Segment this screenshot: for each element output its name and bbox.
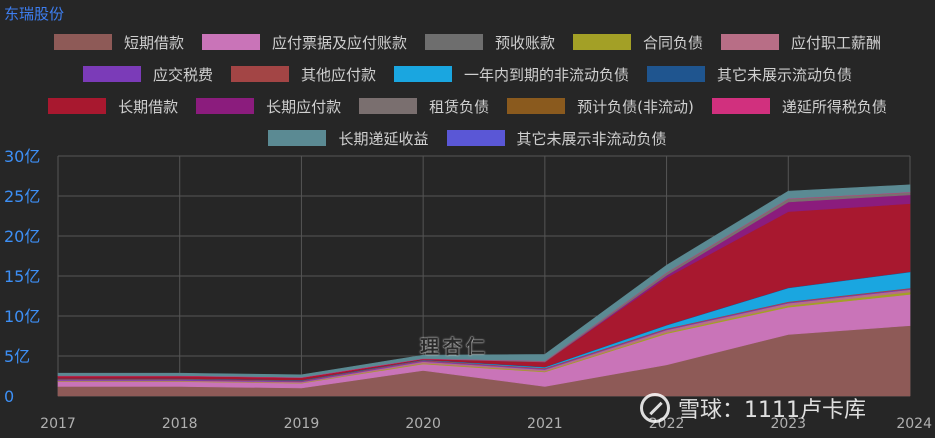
x-tick-label: 2018 (162, 416, 198, 432)
legend-swatch (268, 130, 327, 146)
legend-item[interactable]: 租赁负债 (359, 96, 489, 117)
legend-label: 其它未展示流动负债 (717, 65, 853, 84)
legend-label: 应付职工薪酬 (791, 33, 882, 52)
area-series (57, 184, 911, 378)
legend-swatch (196, 98, 255, 114)
legend-item[interactable]: 递延所得税负债 (711, 96, 887, 117)
legend-item[interactable]: 其它未展示流动负债 (647, 64, 852, 85)
legend-item[interactable]: 应交税费 (82, 64, 213, 85)
watermark-site: 雪球：1111卢卡库 (640, 392, 866, 424)
legend-row: 长期递延收益 其它未展示非流动负债 (0, 122, 935, 154)
y-tick-label: 15亿 (4, 267, 40, 286)
legend-label: 租赁负债 (429, 97, 490, 116)
y-tick-label: 5亿 (4, 347, 30, 366)
legend-label: 应交税费 (152, 65, 213, 84)
legend-row: 应交税费 其他应付款 一年内到期的非流动负债 其它未展示流动负债 (0, 58, 935, 90)
legend-swatch (711, 98, 770, 114)
legend-swatch (48, 98, 107, 114)
legend-item[interactable]: 长期递延收益 (268, 128, 429, 149)
legend-item[interactable]: 长期应付款 (196, 96, 341, 117)
legend-row: 长期借款 长期应付款 租赁负债 预计负债(非流动) 递延所得税负债 (0, 90, 935, 122)
legend-item[interactable]: 应付职工薪酬 (721, 32, 881, 53)
legend-label: 一年内到期的非流动负债 (464, 65, 630, 84)
legend-swatch (230, 66, 289, 82)
legend-item[interactable]: 预计负债(非流动) (507, 96, 694, 117)
legend-row: 短期借款 应付票据及应付账款 预收账款 合同负债 应付职工薪酬 (0, 26, 935, 58)
legend-swatch (647, 66, 706, 82)
y-tick-label: 0 (4, 387, 14, 406)
watermark-site-text: 雪球：1111卢卡库 (678, 398, 866, 423)
legend-item[interactable]: 应付票据及应付账款 (201, 32, 407, 53)
x-tick-label: 2023 (770, 416, 806, 432)
legend-label: 预收账款 (494, 33, 555, 52)
legend-swatch (721, 34, 780, 50)
legend-item[interactable]: 其他应付款 (230, 64, 376, 85)
legend-item[interactable]: 预收账款 (424, 32, 555, 53)
legend-swatch (201, 34, 260, 50)
legend-swatch (394, 66, 452, 82)
legend-label: 长期递延收益 (338, 129, 429, 148)
x-tick-label: 2020 (405, 416, 441, 432)
x-tick-label: 2017 (40, 416, 76, 432)
x-tick-label: 2024 (896, 416, 932, 432)
legend-label: 应付票据及应付账款 (271, 33, 407, 52)
x-tick-label: 2021 (527, 416, 563, 432)
snowball-logo-icon (640, 393, 670, 423)
legend-label: 递延所得税负债 (781, 97, 887, 116)
y-tick-label: 10亿 (4, 307, 40, 326)
legend-swatch (82, 66, 141, 82)
legend-label: 合同负债 (643, 33, 704, 52)
legend-swatch (359, 98, 418, 114)
legend-swatch (573, 34, 631, 50)
legend-item[interactable]: 长期借款 (48, 96, 178, 117)
legend-label: 长期借款 (118, 97, 179, 116)
legend-swatch (424, 34, 483, 50)
legend-item[interactable]: 合同负债 (573, 32, 703, 53)
y-tick-label: 25亿 (4, 187, 40, 206)
y-tick-label: 30亿 (4, 147, 40, 166)
legend-label: 其他应付款 (300, 65, 376, 84)
legend-label: 长期应付款 (266, 97, 342, 116)
watermark-logo: 理杏仁 (420, 336, 490, 358)
legend-label: 预计负债(非流动) (577, 97, 694, 116)
chart-legend: 短期借款 应付票据及应付账款 预收账款 合同负债 应付职工薪酬应交税费 其他应付款 一年内到… (0, 26, 935, 154)
legend-swatch (507, 98, 566, 114)
legend-swatch (53, 34, 112, 50)
legend-label: 其它未展示非流动负债 (516, 129, 667, 148)
legend-item[interactable]: 短期借款 (53, 32, 184, 53)
legend-swatch (446, 130, 505, 146)
legend-item[interactable]: 其它未展示非流动负债 (446, 128, 667, 149)
y-tick-label: 20亿 (4, 227, 40, 246)
legend-label: 短期借款 (123, 33, 184, 52)
company-name: 东瑞股份 (4, 5, 65, 23)
x-tick-label: 2019 (284, 416, 320, 432)
legend-item[interactable]: 一年内到期的非流动负债 (394, 64, 629, 85)
